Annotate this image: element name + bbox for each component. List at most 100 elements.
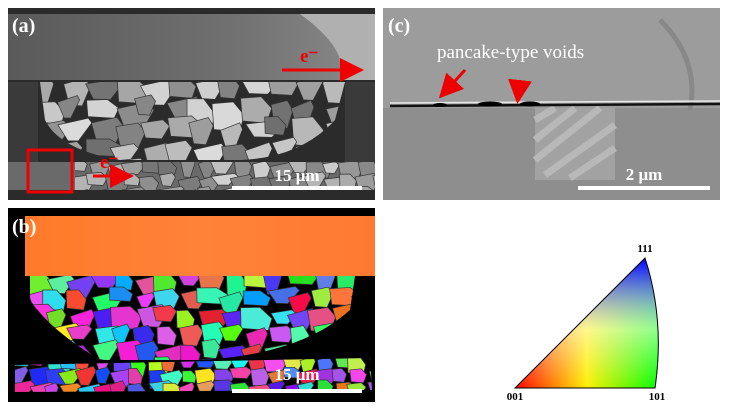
- legend-label: 101: [649, 391, 666, 403]
- grain: [153, 276, 177, 295]
- grain: [162, 382, 184, 392]
- grain-boundary: [658, 18, 695, 111]
- grain: [181, 370, 197, 384]
- grain: [134, 340, 159, 360]
- void: [520, 101, 540, 107]
- grain: [252, 162, 271, 182]
- grain: [115, 122, 147, 149]
- grain: [374, 162, 375, 166]
- grain: [229, 366, 253, 379]
- grain: [75, 162, 88, 172]
- grain: [192, 143, 227, 160]
- grain: [86, 99, 120, 119]
- grain: [242, 290, 272, 307]
- grain: [59, 382, 82, 392]
- grain: [217, 82, 240, 100]
- annotation: pancake-type voids: [437, 42, 584, 63]
- grain: [108, 286, 134, 302]
- legend-label: 001: [507, 391, 524, 403]
- grain: [110, 306, 143, 330]
- beam-label: e⁻: [300, 46, 318, 67]
- panel-label: (c): [388, 15, 410, 37]
- grain: [339, 173, 357, 189]
- grain: [153, 344, 187, 360]
- grains: [75, 162, 375, 190]
- grain: [109, 143, 140, 160]
- grain: [66, 324, 93, 340]
- grain: [176, 309, 195, 330]
- porous-edge: [345, 82, 375, 162]
- grain: [40, 82, 54, 107]
- grain: [240, 306, 273, 331]
- grain: [159, 172, 176, 187]
- grain: [295, 82, 324, 101]
- grain: [168, 82, 197, 99]
- grain: [244, 141, 273, 160]
- scale-bar-label: 15 μm: [274, 365, 319, 384]
- grain: [92, 339, 120, 360]
- grain: [198, 357, 220, 360]
- grain: [372, 174, 375, 188]
- grain: [368, 369, 372, 382]
- grain: [56, 95, 81, 119]
- grain: [197, 186, 212, 190]
- grain: [286, 276, 320, 285]
- grain: [250, 367, 270, 387]
- grain: [177, 276, 203, 287]
- grain: [157, 185, 185, 190]
- grain: [197, 276, 225, 292]
- grain: [15, 366, 29, 387]
- grain: [314, 276, 336, 291]
- grain: [240, 96, 273, 124]
- grain: [114, 276, 134, 291]
- grain: [219, 323, 244, 342]
- grain: [65, 289, 87, 311]
- void-edge: [389, 100, 721, 104]
- arrow: [508, 78, 532, 104]
- void: [433, 103, 447, 107]
- grain: [156, 326, 177, 346]
- grain: [157, 162, 178, 177]
- highlight-box: [26, 148, 74, 194]
- grain: [101, 189, 107, 190]
- grain: [188, 117, 214, 146]
- ipf-triangle-overlay: [515, 258, 659, 388]
- grain: [154, 356, 177, 360]
- grain: [127, 383, 146, 392]
- grain: [266, 369, 289, 385]
- grain: [193, 189, 196, 190]
- beam-label: e⁻: [100, 152, 118, 173]
- grain: [152, 305, 177, 323]
- grain: [85, 82, 122, 101]
- grain: [134, 94, 156, 116]
- panel-label: (b): [12, 216, 36, 238]
- grain: [321, 82, 345, 105]
- twin-bands: [532, 104, 618, 181]
- legend-label: 111: [637, 243, 652, 255]
- grains: [15, 358, 372, 392]
- grain: [200, 321, 226, 346]
- orange-layer: [25, 216, 375, 276]
- grain: [164, 139, 193, 160]
- grain: [221, 143, 251, 160]
- grain: [264, 116, 287, 136]
- grain: [15, 380, 36, 392]
- grain: [322, 162, 340, 174]
- grain: [262, 276, 282, 296]
- grain: [84, 189, 89, 190]
- grain: [128, 368, 143, 386]
- grain: [287, 292, 312, 314]
- grain: [349, 368, 368, 384]
- grain: [143, 142, 173, 160]
- grain: [180, 344, 201, 360]
- grain: [94, 366, 111, 384]
- grain: [210, 162, 234, 175]
- panel-label: (a): [12, 15, 35, 37]
- grain: [87, 359, 111, 360]
- scale-bar-label: 15 μm: [274, 166, 319, 185]
- grain: [44, 382, 59, 392]
- grain: [140, 119, 171, 140]
- arrow: [438, 68, 467, 99]
- grain: [57, 117, 93, 142]
